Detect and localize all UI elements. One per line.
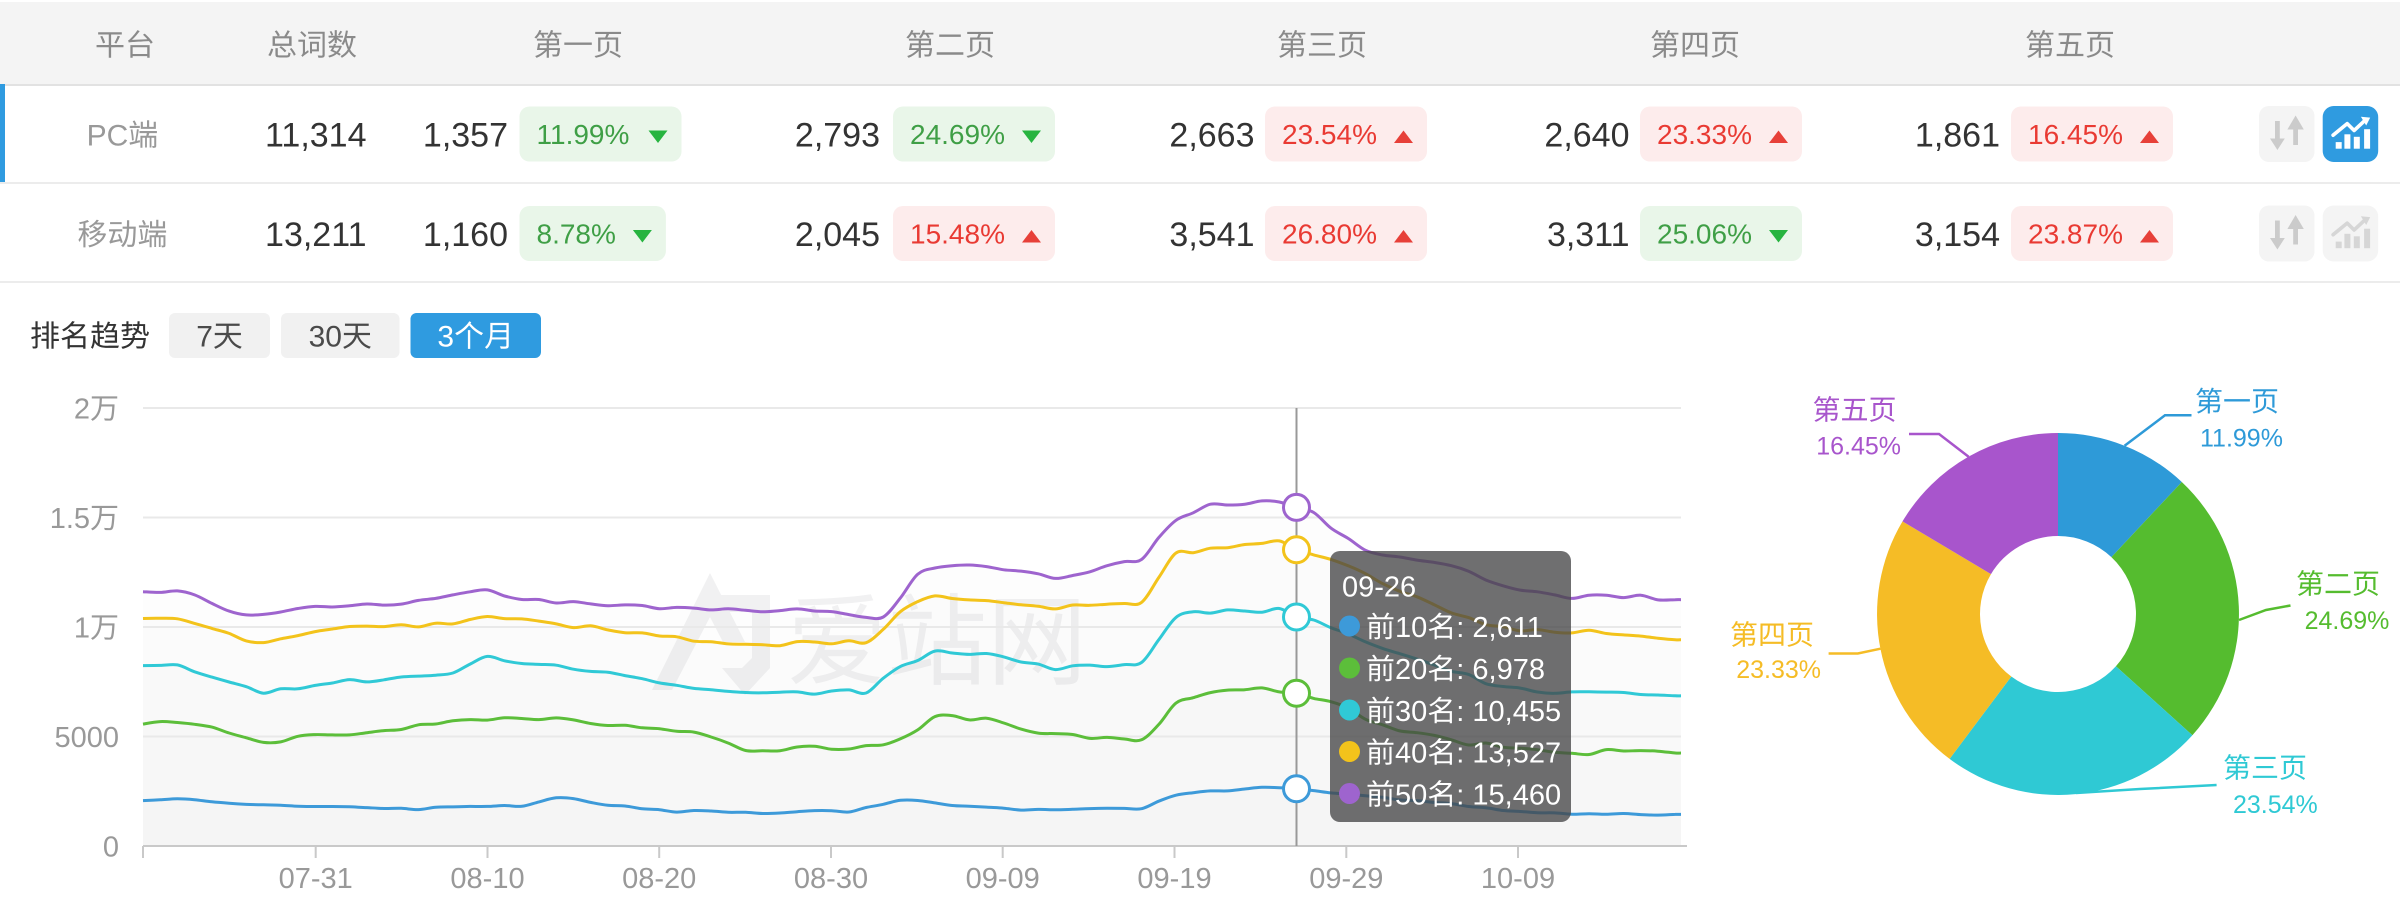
svg-text:23.54%: 23.54%: [1282, 119, 1377, 150]
svg-text:09-09: 09-09: [966, 863, 1040, 895]
svg-text:16.45%: 16.45%: [2028, 119, 2123, 150]
svg-text:23.33%: 23.33%: [1736, 656, 1821, 684]
svg-text:: 2,611: : 2,611: [1456, 612, 1543, 644]
svg-text:2,793: 2,793: [795, 116, 880, 154]
svg-text:1,357: 1,357: [423, 116, 508, 154]
svg-text:PC: PC: [87, 119, 129, 152]
svg-text:23.54%: 23.54%: [2233, 791, 2318, 819]
svg-text:2,663: 2,663: [1169, 116, 1254, 154]
svg-text:0: 0: [103, 832, 119, 864]
svg-text:2,045: 2,045: [795, 216, 880, 254]
svg-text:10: 10: [1395, 612, 1427, 644]
svg-text:40: 40: [1395, 738, 1427, 770]
svg-text:11.99%: 11.99%: [537, 119, 630, 150]
svg-text:10-09: 10-09: [1481, 863, 1555, 895]
svg-text:30: 30: [309, 321, 342, 354]
svg-text:3,311: 3,311: [1547, 216, 1630, 254]
svg-text:: 6,978: : 6,978: [1456, 654, 1545, 686]
svg-text:09-26: 09-26: [1342, 572, 1416, 604]
svg-text:2,640: 2,640: [1544, 116, 1629, 154]
svg-text:24.69%: 24.69%: [910, 119, 1005, 150]
svg-text:5000: 5000: [55, 722, 120, 754]
svg-text:7: 7: [196, 321, 213, 354]
svg-text:11.99%: 11.99%: [2200, 425, 2283, 453]
svg-text:26.80%: 26.80%: [1282, 219, 1377, 250]
svg-text:08-30: 08-30: [794, 863, 868, 895]
svg-text:25.06%: 25.06%: [1657, 219, 1752, 250]
svg-text:3: 3: [437, 321, 454, 354]
svg-text:09-29: 09-29: [1309, 863, 1383, 895]
svg-text:1: 1: [74, 613, 90, 645]
svg-text:11,314: 11,314: [265, 116, 366, 154]
svg-text:07-31: 07-31: [279, 863, 353, 895]
svg-text:1.5: 1.5: [50, 503, 90, 535]
svg-text:: 15,460: : 15,460: [1456, 780, 1561, 812]
svg-text:13,211: 13,211: [265, 216, 366, 254]
svg-text:15.48%: 15.48%: [910, 219, 1005, 250]
svg-text:: 13,527: : 13,527: [1456, 738, 1561, 770]
svg-text:8.78%: 8.78%: [537, 219, 616, 250]
svg-text:16.45%: 16.45%: [1816, 433, 1901, 461]
svg-text:09-19: 09-19: [1137, 863, 1211, 895]
svg-text:20: 20: [1395, 654, 1427, 686]
svg-text:1,160: 1,160: [423, 216, 508, 254]
svg-text:3,154: 3,154: [1915, 216, 2000, 254]
svg-text:23.33%: 23.33%: [1657, 119, 1752, 150]
svg-text:50: 50: [1395, 780, 1427, 812]
svg-text:1,861: 1,861: [1915, 116, 2000, 154]
svg-text:: 10,455: : 10,455: [1456, 696, 1561, 728]
svg-text:23.87%: 23.87%: [2028, 219, 2123, 250]
svg-text:3,541: 3,541: [1169, 216, 1254, 254]
svg-text:30: 30: [1395, 696, 1427, 728]
svg-text:08-20: 08-20: [622, 863, 696, 895]
svg-text:08-10: 08-10: [450, 863, 524, 895]
svg-text:24.69%: 24.69%: [2305, 607, 2390, 635]
svg-text:2: 2: [74, 394, 90, 426]
